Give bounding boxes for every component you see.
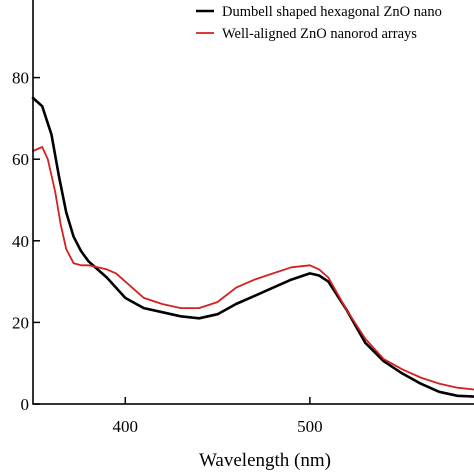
y-tick-label-0: 0 [21, 395, 30, 414]
legend: Dumbell shaped hexagonal ZnO nano Well-al… [196, 4, 442, 42]
y-tick-label-40: 40 [12, 232, 29, 251]
x-axis: 400 500 [113, 397, 323, 436]
legend-label-0: Dumbell shaped hexagonal ZnO nano [222, 4, 442, 20]
x-axis-title: Wavelength (nm) [199, 450, 331, 471]
legend-label-1: Well-aligned ZnO nanorod arrays [222, 26, 417, 42]
y-tick-label-20: 20 [12, 313, 29, 332]
plot-frame [32, 0, 474, 405]
series-lines [31, 96, 474, 398]
y-tick-label-60: 60 [12, 150, 29, 169]
y-tick-label-80: 80 [12, 69, 29, 88]
y-axis: 0 20 40 60 80 [12, 69, 40, 414]
series-line-1 [32, 146, 474, 391]
series-line-0 [31, 96, 474, 398]
x-tick-label-400: 400 [113, 417, 139, 436]
x-tick-label-500: 500 [297, 417, 323, 436]
